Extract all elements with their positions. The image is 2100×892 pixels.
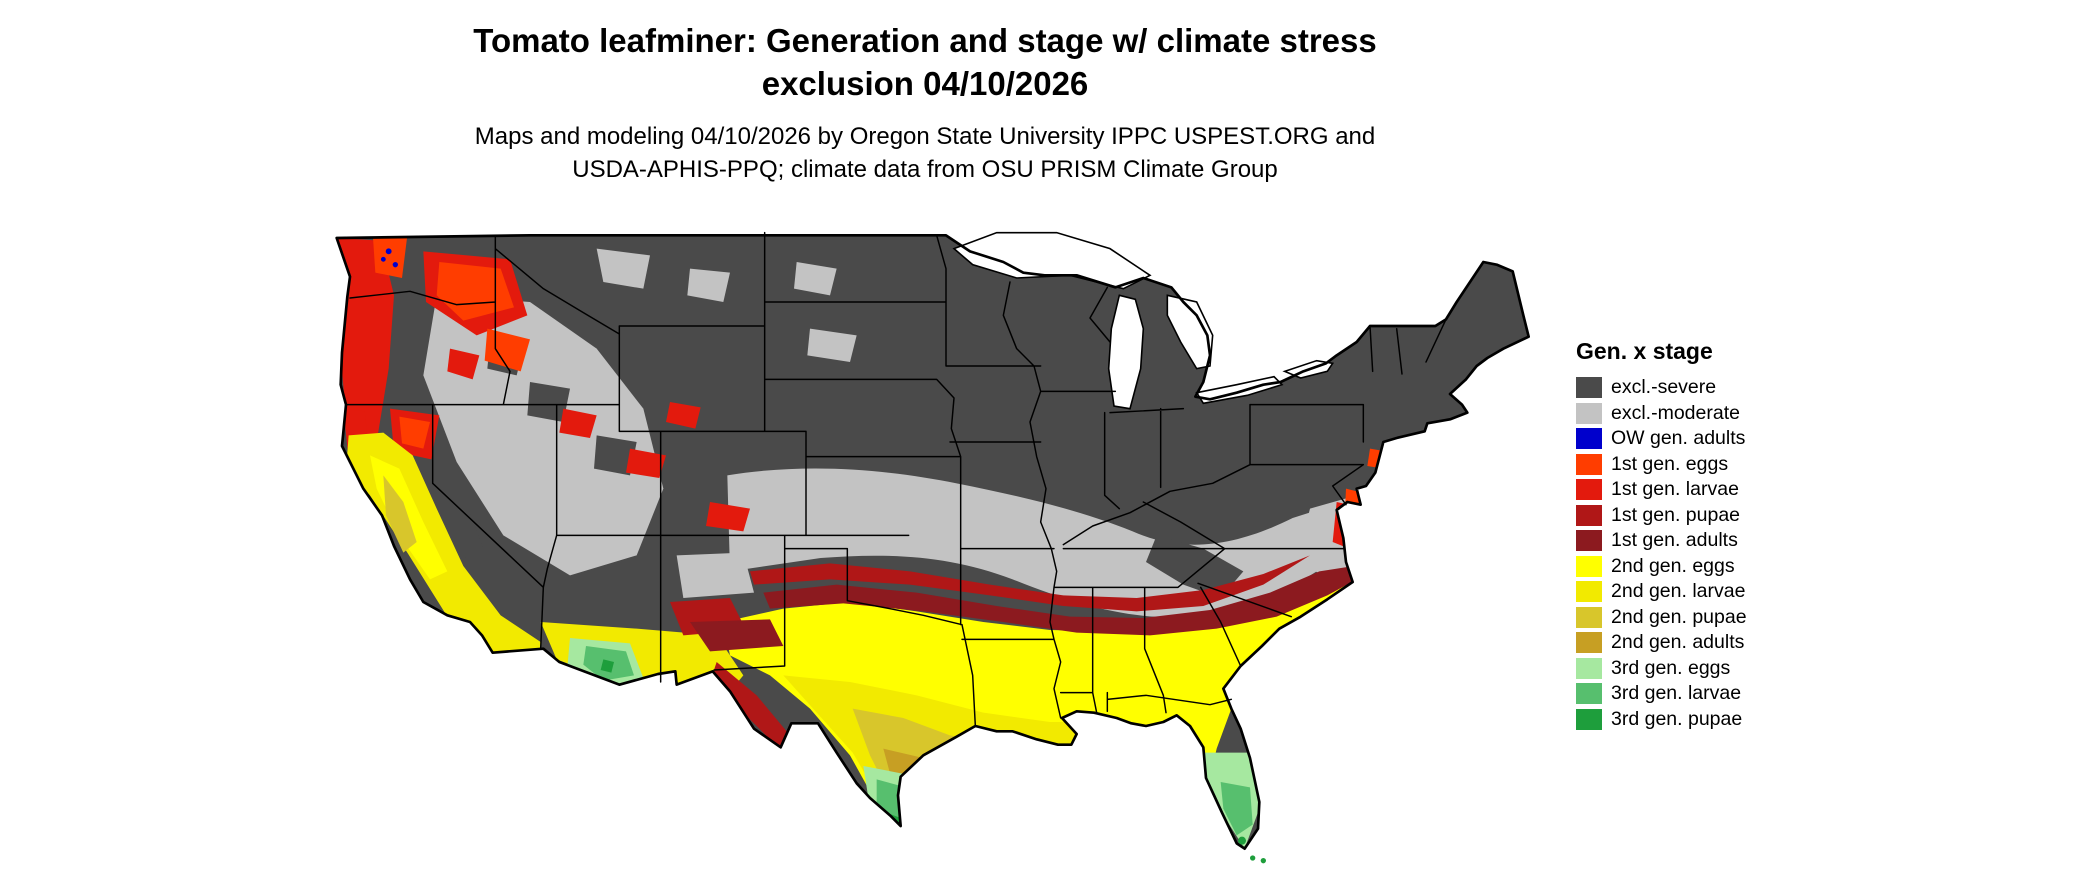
map-region-arizona-green-pupae — [600, 659, 614, 673]
map-region-riogrande-brick — [710, 662, 790, 750]
map-region-neca-orange — [399, 416, 430, 449]
map-region-moderate-speckle — [687, 268, 730, 302]
map-region-west-red-speckle — [666, 402, 701, 429]
legend-label-g2_adults: 2nd gen. adults — [1611, 631, 1745, 653]
map-regions — [336, 235, 1529, 849]
page-subtitle: Maps and modeling 04/10/2026 by Oregon S… — [0, 120, 1850, 187]
legend-item-g2_eggs: 2nd gen. eggs — [1576, 554, 1747, 580]
map-region-ow-adults-speck — [385, 248, 392, 255]
legend-item-g3_larvae: 3rd gen. larvae — [1576, 681, 1747, 707]
legend-swatch-excl_moderate — [1576, 402, 1602, 424]
legend-label-g2_eggs: 2nd gen. eggs — [1611, 554, 1735, 577]
legend-item-ow_adults: OW gen. adults — [1576, 426, 1747, 452]
legend-swatch-g1_eggs — [1576, 453, 1602, 475]
map-region-florida-green-larvae — [1220, 782, 1253, 836]
legend-label-ow_adults: OW gen. adults — [1611, 427, 1746, 449]
us-map-svg — [335, 231, 1530, 864]
florida-keys-dot — [1260, 858, 1266, 864]
legend-swatch-g3_larvae — [1576, 683, 1602, 705]
legend-swatch-g1_adults — [1576, 530, 1602, 552]
map-region-west-red-speckle — [626, 448, 666, 478]
header: Tomato leafminer: Generation and stage w… — [0, 20, 1850, 187]
map-region-interior-west-moderate — [423, 295, 664, 576]
legend-swatch-g3_pupae — [1576, 708, 1602, 730]
legend-label-g3_eggs: 3rd gen. eggs — [1611, 656, 1731, 679]
legend-title: Gen. x stage — [1576, 338, 1713, 364]
map-region-stx-green-larvae — [876, 779, 908, 830]
legend-item-g3_eggs: 3rd gen. eggs — [1576, 656, 1747, 682]
map-region-west-red-speckle — [706, 502, 750, 532]
legend-swatch-g1_larvae — [1576, 479, 1602, 501]
legend-label-g1_larvae: 1st gen. larvae — [1611, 478, 1739, 500]
map-region-appalachian-severe — [1146, 535, 1244, 598]
map-region-delmarva-orange — [1343, 488, 1368, 553]
legend-swatch-g2_adults — [1576, 632, 1602, 654]
map-region-idaho-red — [447, 348, 480, 380]
legend-swatch-g2_pupae — [1576, 606, 1602, 628]
legend-items: excl.-severe excl.-moderate OW gen. adults… — [1576, 375, 1747, 732]
map-region-florida-green-pupae — [1238, 836, 1246, 845]
map-region-maroon-band — [763, 566, 1357, 636]
legend-label-g2_pupae: 2nd gen. pupae — [1611, 605, 1747, 628]
map-region-pnw-coast-red — [336, 238, 394, 446]
legend-label-g1_adults: 1st gen. adults — [1611, 529, 1738, 551]
map-region-moderate-speckle — [794, 262, 837, 296]
legend-item-g2_pupae: 2nd gen. pupae — [1576, 605, 1747, 631]
map-region-severe-speckle — [594, 435, 637, 476]
legend-label-g3_pupae: 3rd gen. pupae — [1611, 707, 1743, 730]
page-title-line1: Tomato leafminer: Generation and stage w… — [473, 22, 1377, 59]
legend-item-excl_severe: excl.-severe — [1576, 375, 1747, 401]
map-region-southwest-yellow — [540, 622, 744, 692]
legend-label-excl_moderate: excl.-moderate — [1611, 401, 1740, 424]
map-region-west-red-speckle — [559, 408, 597, 438]
legend-swatch-g2_larvae — [1576, 581, 1602, 603]
map-region-brick-band — [750, 555, 1310, 612]
map-region-moderate-speckle — [807, 328, 857, 362]
lake-huron — [1166, 294, 1214, 370]
legend-item-g2_larvae: 2nd gen. larvae — [1576, 579, 1747, 605]
map-region-ow-adults-speck — [380, 256, 386, 262]
lake-superior — [952, 231, 1152, 290]
us-outline — [335, 234, 1530, 850]
map-region-valley-gold — [383, 475, 417, 553]
florida-keys-dot — [1250, 855, 1256, 861]
legend-item-g1_eggs: 1st gen. eggs — [1576, 452, 1747, 478]
legend-label-g1_pupae: 1st gen. pupae — [1611, 503, 1741, 526]
legend-item-g2_adults: 2nd gen. adults — [1576, 630, 1747, 656]
map-region-moderate-speckle — [596, 248, 650, 289]
legend-item-excl_moderate: excl.-moderate — [1576, 401, 1747, 427]
map-region-newmexico-moderate — [676, 552, 754, 598]
legend-item-g1_adults: 1st gen. adults — [1576, 528, 1747, 554]
map-region-sierra-severe — [434, 468, 484, 558]
map-region-puget-orange — [372, 235, 408, 278]
legend-swatch-excl_severe — [1576, 377, 1602, 399]
legend-label-g1_eggs: 1st gen. eggs — [1611, 452, 1729, 475]
legend-item-g3_pupae: 3rd gen. pupae — [1576, 707, 1747, 733]
legend-swatch-g2_eggs — [1576, 555, 1602, 577]
page-title-line2: exclusion 04/10/2026 — [761, 64, 1089, 102]
state-borders — [345, 231, 1447, 727]
legend-swatch-ow_adults — [1576, 428, 1602, 450]
map-region-ow-adults-speck — [392, 262, 398, 268]
legend: Gen. x stage excl.-severe excl.-moderate O… — [1576, 338, 1747, 732]
legend-swatch-g1_pupae — [1576, 504, 1602, 526]
page-subtitle-line1: Maps and modeling 04/10/2026 by Oregon S… — [474, 122, 1376, 150]
legend-item-g1_pupae: 1st gen. pupae — [1576, 503, 1747, 529]
map-region-nm-maroon — [690, 619, 784, 652]
legend-label-g2_larvae: 2nd gen. larvae — [1611, 580, 1746, 602]
page-subtitle-line2: USDA-APHIS-PPQ; climate data from OSU PR… — [572, 156, 1278, 184]
map-region-gulf-gold-band — [852, 708, 1200, 820]
legend-swatch-g3_eggs — [1576, 657, 1602, 679]
us-map — [330, 222, 1530, 882]
legend-label-excl_severe: excl.-severe — [1611, 376, 1717, 398]
legend-label-g3_larvae: 3rd gen. larvae — [1611, 682, 1742, 704]
legend-item-g1_larvae: 1st gen. larvae — [1576, 477, 1747, 503]
map-region-severe-speckle — [527, 382, 570, 422]
page-title: Tomato leafminer: Generation and stage w… — [0, 20, 1850, 106]
